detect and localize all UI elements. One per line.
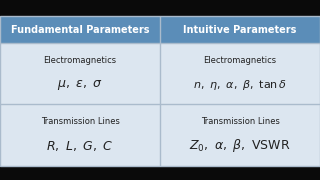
Text: Transmission Lines: Transmission Lines [41, 117, 119, 126]
Bar [0, 16, 320, 166]
Bar [160, 104, 320, 166]
Text: Transmission Lines: Transmission Lines [201, 117, 279, 126]
Text: $Z_0,\ \alpha,\ \beta,\ \mathrm{VSWR}$: $Z_0,\ \alpha,\ \beta,\ \mathrm{VSWR}$ [189, 138, 291, 154]
Bar [0, 104, 160, 166]
Bar [160, 16, 320, 43]
Bar [160, 43, 320, 104]
Text: Electromagnetics: Electromagnetics [204, 56, 276, 65]
Text: Electromagnetics: Electromagnetics [44, 56, 116, 65]
Text: $R,\ L,\ G,\ C$: $R,\ L,\ G,\ C$ [46, 139, 114, 153]
Text: Fundamental Parameters: Fundamental Parameters [11, 25, 149, 35]
Bar [0, 16, 160, 43]
Bar [0, 43, 160, 104]
Text: $\mu,\ \varepsilon,\ \sigma$: $\mu,\ \varepsilon,\ \sigma$ [57, 78, 103, 92]
Text: Intuitive Parameters: Intuitive Parameters [183, 25, 297, 35]
Text: $n,\ \eta,\ \alpha,\ \beta,\ \tan\delta$: $n,\ \eta,\ \alpha,\ \beta,\ \tan\delta$ [193, 78, 287, 92]
